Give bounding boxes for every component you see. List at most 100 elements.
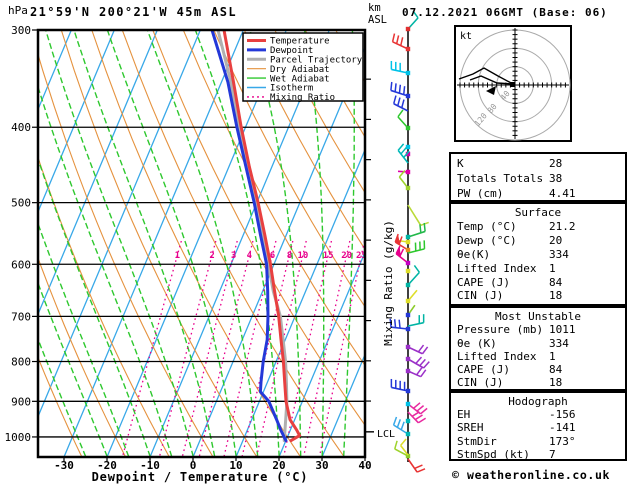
mixing-ratio-value-label: 10 xyxy=(297,251,308,261)
dry-adiabat-line xyxy=(38,356,83,457)
legend-label: Temperature xyxy=(270,37,330,47)
mixing-ratio-value-label: 3 xyxy=(231,251,236,261)
barb-level-marker xyxy=(405,326,411,332)
mixing-ratio-value-label: 4 xyxy=(247,251,253,261)
table-row-label: EH xyxy=(457,408,471,422)
wet-adiabat-line xyxy=(106,30,237,457)
wet-adiabat-line xyxy=(38,84,173,457)
table-row-value: 20 xyxy=(549,233,563,247)
table-row-label: Lifted Index xyxy=(457,261,537,275)
plot-border xyxy=(36,28,367,459)
table-row: Temp (°C) 21.2 xyxy=(457,220,625,234)
table-row: CIN (J) 18 xyxy=(457,376,625,389)
table-row-value: 1 xyxy=(549,349,556,363)
table-row-value: 173° xyxy=(549,434,576,448)
height-axis-unit: km ASL xyxy=(368,2,387,26)
wind-barb xyxy=(405,222,426,240)
temperature-tick-label: -10 xyxy=(140,459,160,472)
table-row-label: Totals Totals xyxy=(457,172,544,185)
table-row-label: CAPE (J) xyxy=(457,275,510,289)
wind-barb xyxy=(405,418,411,424)
table-row-label: StmSpd (kt) xyxy=(457,447,530,461)
mixing-ratio-value-label: 6 xyxy=(270,251,275,261)
wind-barb xyxy=(398,169,411,191)
table-row-value: -141 xyxy=(549,421,576,435)
legend-label: Dry Adiabat xyxy=(270,65,330,75)
dry-adiabat-line xyxy=(243,30,365,251)
barb-level-marker xyxy=(405,298,411,304)
dry-adiabat-line xyxy=(38,52,214,457)
isotherm-line xyxy=(63,30,244,457)
barb-level-marker xyxy=(405,260,411,266)
legend-label: Mixing Ratio xyxy=(270,93,335,103)
table-row: CAPE (J) 84 xyxy=(457,276,625,290)
table-row-label: SREH xyxy=(457,421,484,435)
wind-barb xyxy=(390,81,411,99)
wind-barb xyxy=(399,438,409,456)
legend-label: Isotherm xyxy=(270,84,313,94)
table-row-label: θe(K) xyxy=(457,247,491,261)
table-row-value: 4.41 xyxy=(549,187,576,200)
hodograph-storm-arrow xyxy=(486,86,496,95)
barb-level-marker xyxy=(405,151,411,157)
dry-adiabat-line xyxy=(274,30,365,194)
barb-level-marker xyxy=(405,46,411,52)
barb-level-marker xyxy=(405,368,411,374)
table-section: Hodograph EH -156 SREH -141 StmDir 173° StmSpd … xyxy=(449,391,627,461)
table-row: StmDir 173° xyxy=(457,435,625,448)
wind-barb xyxy=(391,33,411,52)
table-row: Lifted Index 1 xyxy=(457,262,625,276)
wind-barb xyxy=(407,458,426,473)
barb-level-marker xyxy=(405,93,411,99)
table-row-label: StmDir xyxy=(457,434,497,448)
x-axis-title: Dewpoint / Temperature (°C) xyxy=(92,470,309,484)
temperature-tick-label: 10 xyxy=(229,459,242,472)
wind-barb xyxy=(395,245,411,266)
table-section-header: Most Unstable xyxy=(494,310,582,323)
barb-level-marker xyxy=(405,356,411,362)
table-row: θe (K) 334 xyxy=(457,337,625,350)
legend-box xyxy=(242,32,364,102)
pressure-tick-label: 600 xyxy=(11,258,31,271)
table-row-value: 38 xyxy=(549,172,563,185)
wind-barb xyxy=(394,233,411,253)
barb-level-marker xyxy=(405,125,411,131)
table-section-header: Hodograph xyxy=(508,395,568,408)
table-row-value: 1 xyxy=(549,261,556,275)
dry-adiabat-line xyxy=(182,30,365,367)
barb-level-marker xyxy=(405,70,411,76)
wind-barb xyxy=(405,268,411,274)
wind-barb xyxy=(397,109,411,131)
mixing-ratio-value-label: 15 xyxy=(323,251,334,261)
wet-adiabat-line xyxy=(194,30,280,457)
table-row-label: θe (K) xyxy=(457,336,497,350)
pressure-tick-label: 400 xyxy=(11,121,31,134)
copyright-text: © weatheronline.co.uk xyxy=(452,468,610,482)
isotherm-line xyxy=(0,30,28,457)
wind-barb xyxy=(394,440,411,459)
dewpoint-curve xyxy=(210,30,288,443)
wind-barb xyxy=(397,143,410,164)
wind-barb xyxy=(407,240,426,254)
table-row: StmSpd (kt) 7 xyxy=(457,448,625,461)
table-section: K 28 Totals Totals 38 PW (cm) 4.41 xyxy=(449,152,627,202)
wind-barb xyxy=(390,378,411,394)
table-row: Totals Totals 38 xyxy=(457,171,625,186)
barb-level-marker xyxy=(405,239,411,245)
table-row-label: CIN (J) xyxy=(457,289,504,303)
wet-adiabat-line xyxy=(45,30,194,457)
temperature-tick-label: 40 xyxy=(358,459,371,472)
wind-barb xyxy=(407,411,427,424)
wet-adiabat-line xyxy=(73,30,216,457)
pressure-tick-label: 800 xyxy=(11,356,31,369)
dry-adiabat-line xyxy=(38,256,126,457)
wind-barb xyxy=(405,367,427,378)
pressure-tick-label: 500 xyxy=(11,197,31,210)
isotherm-line xyxy=(38,30,72,112)
wind-barb xyxy=(407,314,425,327)
dry-adiabat-line xyxy=(121,30,345,457)
dry-adiabat-line xyxy=(38,455,39,457)
lcl-label: LCL xyxy=(377,429,395,440)
wind-barb xyxy=(405,151,411,157)
temperature-tick-label: 0 xyxy=(190,459,197,472)
